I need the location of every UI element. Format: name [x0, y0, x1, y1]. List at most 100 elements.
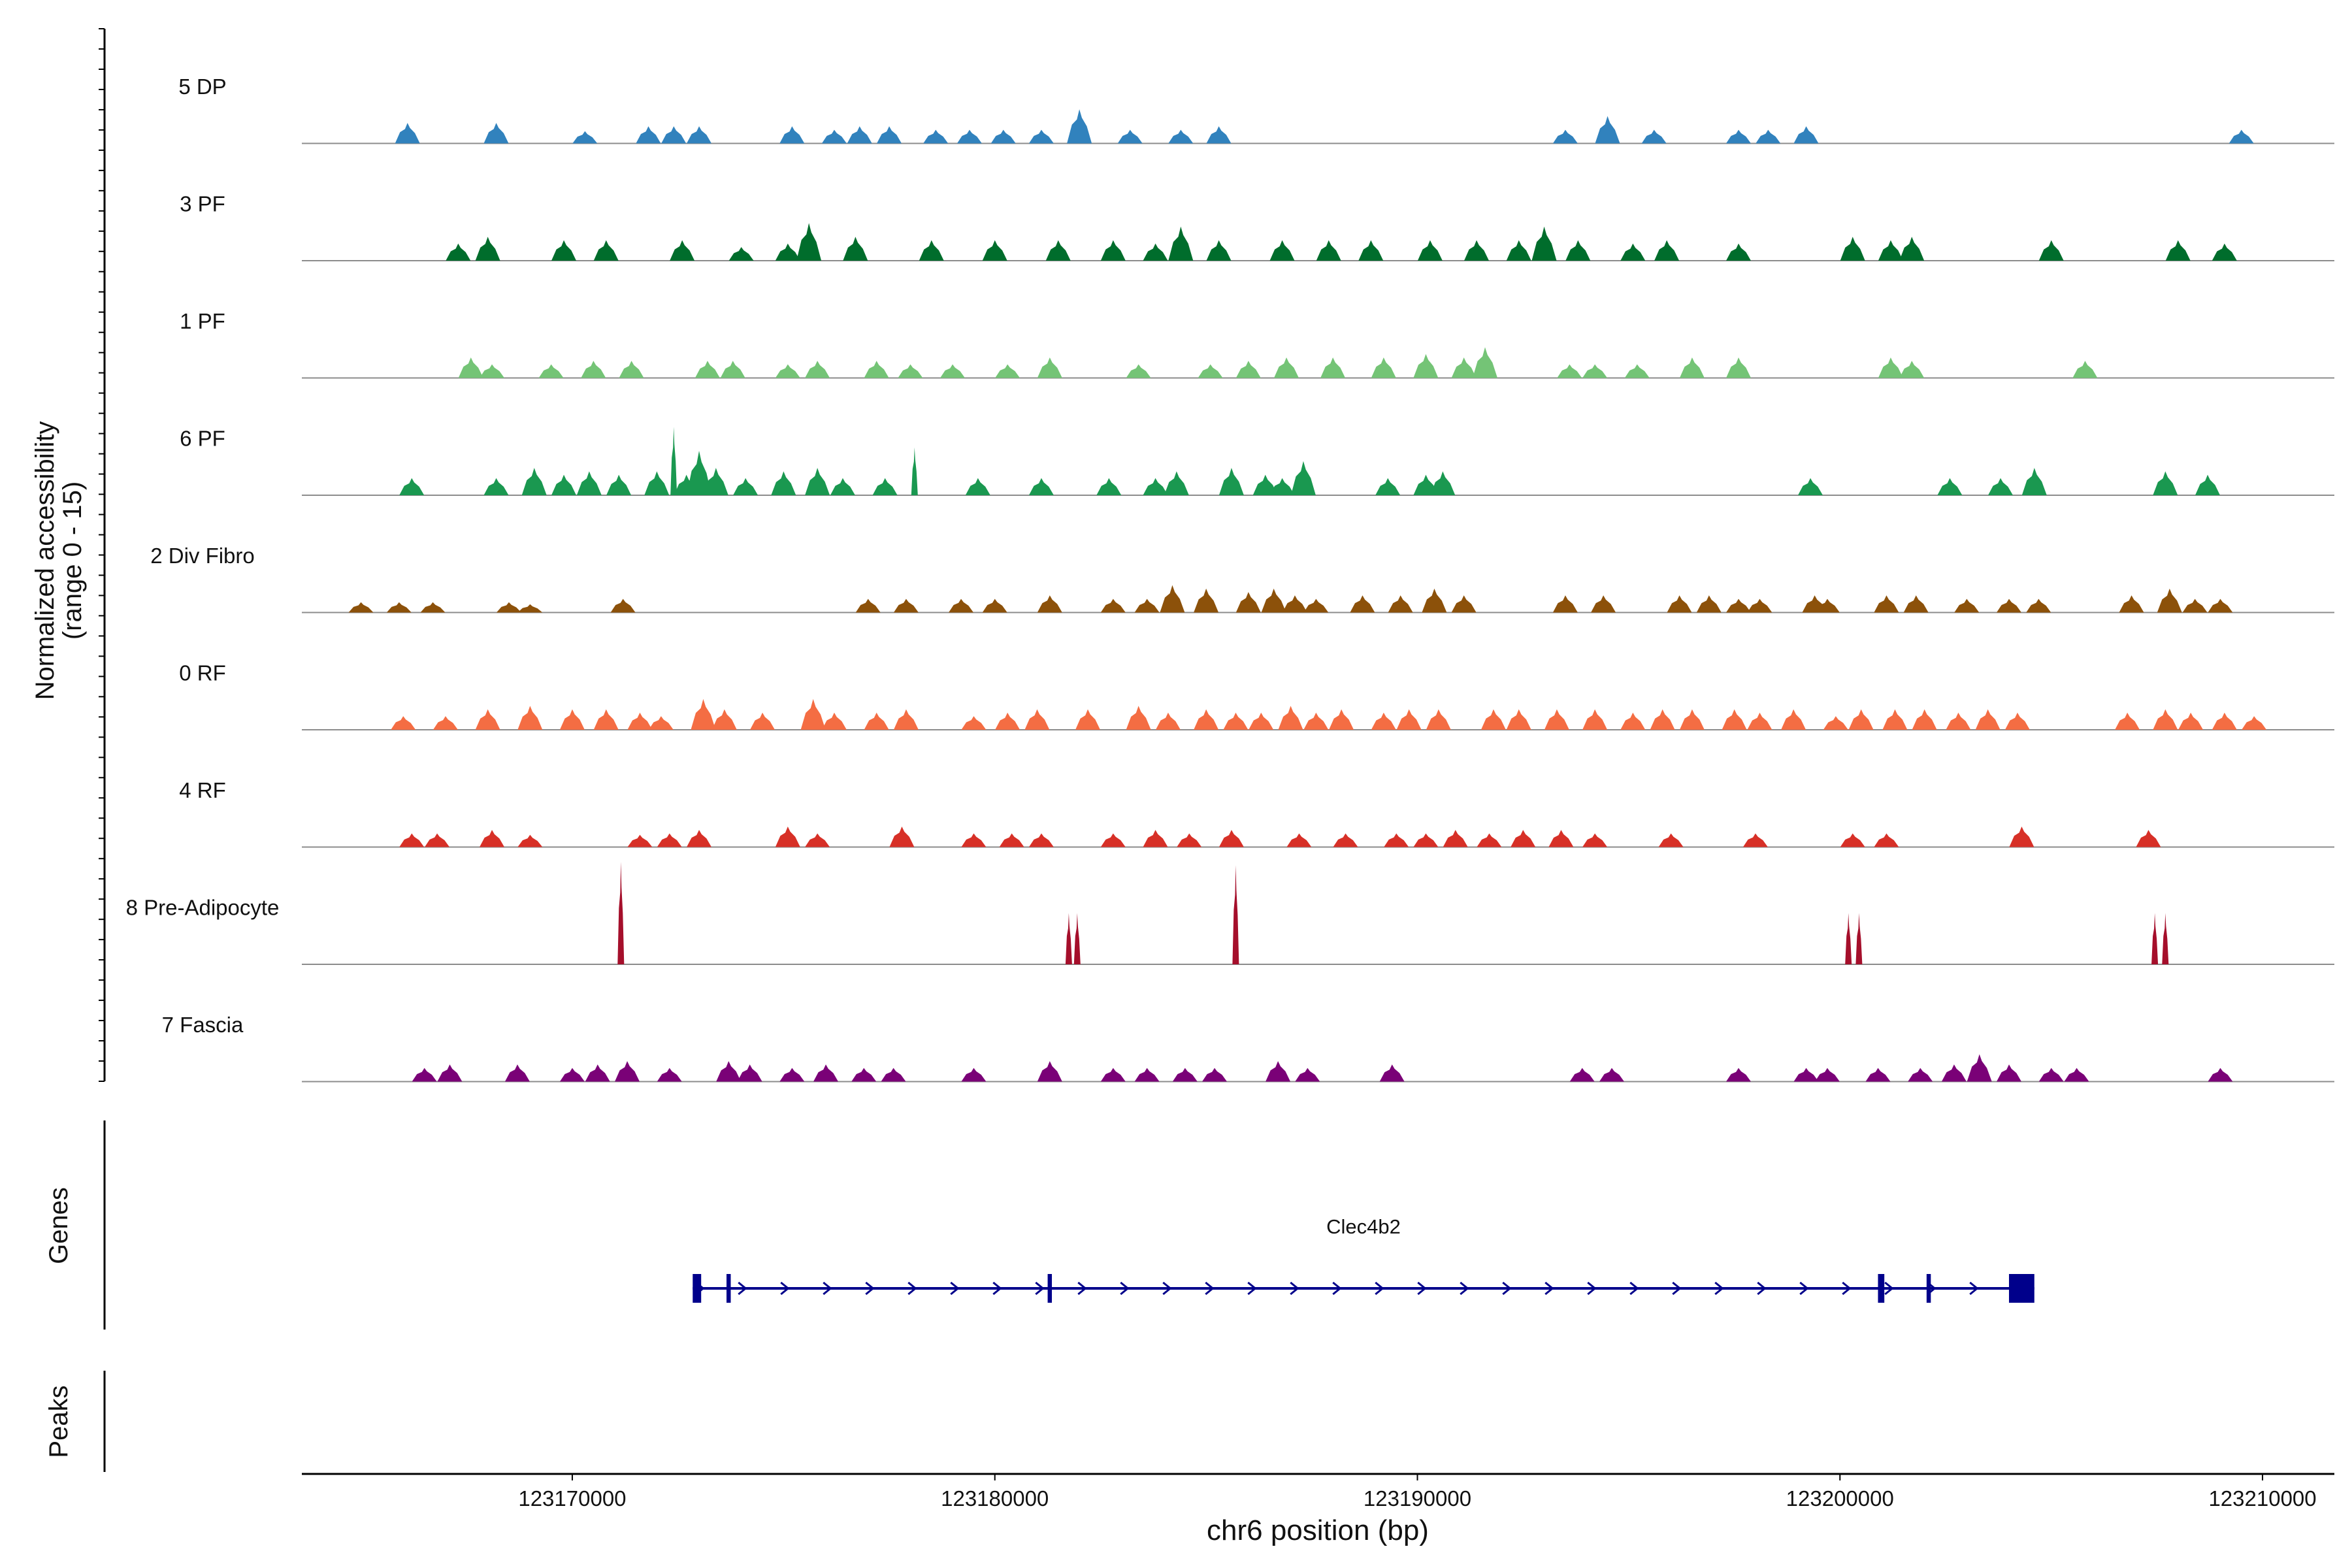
coverage-peak: [1582, 833, 1608, 847]
coverage-peak: [1028, 478, 1054, 495]
coverage-peak: [1946, 712, 1971, 730]
coverage-peak: [2119, 595, 2144, 613]
coverage-peak: [1726, 598, 1751, 613]
coverage-peak: [627, 712, 653, 730]
coverage-peak: [2136, 830, 2161, 847]
coverage-peak: [728, 247, 754, 261]
coverage-peak: [517, 706, 543, 730]
coverage-peak: [1218, 468, 1244, 495]
coverage-peak: [1194, 709, 1219, 730]
coverage-peak: [2162, 913, 2169, 964]
coverage-peak: [1037, 357, 1062, 378]
coverage-peak: [1899, 361, 1925, 378]
coverage-peak: [2115, 712, 2140, 730]
coverage-peak: [1198, 364, 1223, 378]
coverage-peak: [911, 447, 918, 495]
coverage-peak: [711, 709, 737, 730]
coverage-peak: [855, 598, 881, 613]
coverage-peak: [694, 361, 720, 378]
x-axis-ticks: 123170000 123180000 123190000 123200000 1232…: [518, 1474, 2317, 1511]
x-tick-label: 123180000: [941, 1486, 1049, 1511]
coverage-peak: [1100, 240, 1126, 261]
coverage-peak: [480, 830, 504, 847]
coverage-peak: [1747, 598, 1772, 613]
coverage-peak: [733, 478, 759, 495]
coverage-peak: [1075, 709, 1100, 730]
coverage-peak: [1726, 357, 1751, 378]
peaks-track-label: Peaks: [44, 1385, 73, 1458]
strand-arrow: [823, 1281, 832, 1296]
coverage-peak: [716, 1061, 742, 1082]
coverage-peak: [496, 602, 521, 613]
coverage-peak: [864, 712, 889, 730]
coverage-peak: [1206, 126, 1232, 144]
coverage-peak: [1599, 1068, 1624, 1082]
coverage-peak: [1282, 595, 1307, 613]
coverage-peak: [1037, 595, 1062, 613]
coverage-peak: [1988, 478, 2013, 495]
coverage-peak: [2157, 588, 2182, 613]
coverage-peak: [585, 1064, 610, 1082]
coverage-peak: [1654, 240, 1680, 261]
track: 0 RF: [179, 661, 2334, 730]
coverage-peak: [1511, 830, 1536, 847]
strand-arrow: [1332, 1281, 1342, 1296]
coverage-peak: [1557, 364, 1582, 378]
coverage-peak: [2229, 129, 2254, 144]
coverage-peak: [1624, 364, 1650, 378]
coverage-peak: [1143, 478, 1168, 495]
coverage-peak: [1413, 833, 1439, 847]
coverage-peak: [1941, 1064, 1967, 1082]
strand-arrow: [1672, 1281, 1682, 1296]
coverage-peak: [425, 833, 449, 847]
x-tick-label: 123210000: [2208, 1486, 2316, 1511]
coverage-peak: [1028, 833, 1054, 847]
coverage-peak: [1134, 1068, 1160, 1082]
coverage-peak: [1235, 592, 1261, 613]
strand-arrow: [1629, 1281, 1639, 1296]
coverage-peak: [2208, 1068, 2233, 1082]
coverage-peak: [687, 126, 711, 144]
strand-arrow: [1799, 1281, 1809, 1296]
coverage-peak: [1997, 598, 2021, 613]
coverage-peak: [956, 129, 982, 144]
coverage-peak: [1358, 240, 1384, 261]
coverage-peak: [1565, 240, 1591, 261]
y-axis-label-line1: Normalized accessibility: [31, 421, 59, 700]
strand-arrow: [1077, 1281, 1087, 1296]
strand-arrow: [1757, 1281, 1767, 1296]
coverage-peak: [893, 709, 919, 730]
coverage-peak: [1303, 712, 1329, 730]
coverage-peak: [2026, 598, 2051, 613]
coverage-peak: [961, 833, 987, 847]
strand-arrow: [1969, 1281, 1979, 1296]
coverage-peak: [1954, 598, 1980, 613]
coverage-peak: [538, 364, 564, 378]
coverage-peak: [1967, 1054, 1992, 1082]
coverage-peak: [949, 598, 973, 613]
coverage-peak: [1531, 226, 1557, 261]
coverage-peak: [480, 364, 504, 378]
coverage-peak: [990, 129, 1016, 144]
strand-arrow: [1884, 1281, 1894, 1296]
coverage-peak: [687, 830, 711, 847]
strand-arrow: [738, 1281, 747, 1296]
coverage-peak: [1274, 357, 1299, 378]
track: 3 PF: [180, 192, 2334, 261]
coverage-peak: [2072, 361, 2098, 378]
coverage-peak: [1722, 709, 1747, 730]
coverage-peak: [1899, 237, 1925, 261]
coverage-peak: [1164, 471, 1189, 495]
coverage-peak: [581, 361, 606, 378]
coverage-peak: [446, 243, 471, 261]
coverage-peak: [843, 237, 868, 261]
gene-label: Clec4b2: [1326, 1215, 1401, 1238]
coverage-peak: [805, 361, 830, 378]
coverage-peak: [483, 478, 509, 495]
coverage-peak: [2153, 709, 2178, 730]
coverage-peak: [1278, 706, 1303, 730]
x-tick-label: 123170000: [518, 1486, 626, 1511]
coverage-peak: [1430, 471, 1456, 495]
coverage-peak: [1320, 357, 1346, 378]
x-tick-label: 123190000: [1364, 1486, 1471, 1511]
